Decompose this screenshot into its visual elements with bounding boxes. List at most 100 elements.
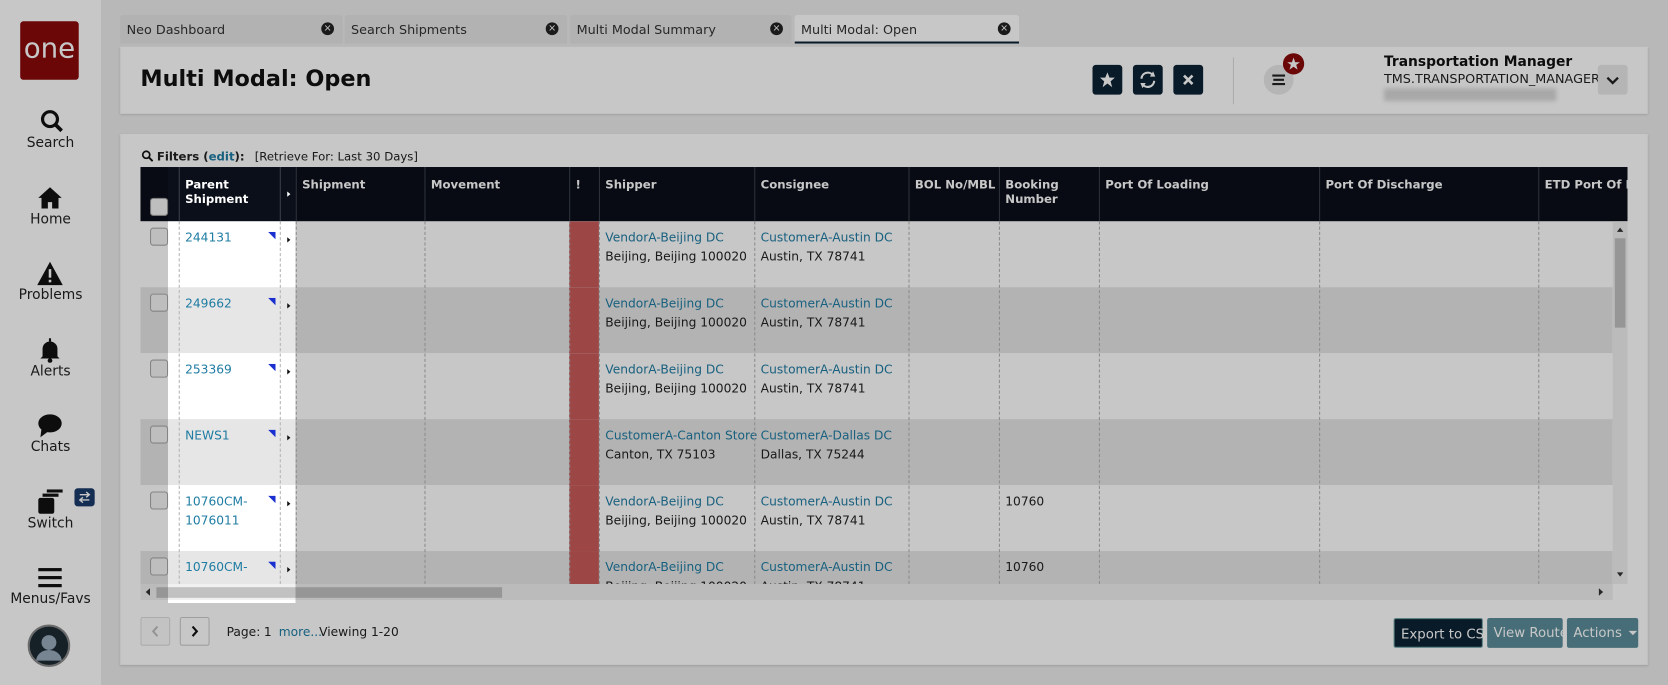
tab-label[interactable]: Multi Modal: Open — [801, 22, 918, 38]
expand-arrow[interactable] — [286, 491, 291, 507]
shipper-name[interactable]: VendorA-Beijing DC — [605, 361, 724, 377]
consignee-name[interactable]: CustomerA-Austin DC — [760, 229, 893, 245]
consignee-name[interactable]: CustomerA-Austin DC — [760, 361, 893, 377]
grid-row: NEWS1 CustomerA-Canton Store Canton, TX 75… — [140, 419, 1613, 486]
more-link[interactable]: more... — [278, 624, 323, 640]
header-checkbox[interactable] — [149, 197, 169, 216]
tab-label[interactable]: Search Shipments — [351, 22, 467, 38]
retrieve-for: [Retrieve For: Last 30 Days] — [254, 149, 418, 164]
grid-row: 10760CM-1076011 VendorA-Beijing DC Beijing… — [140, 485, 1613, 552]
parent-shipment-link[interactable]: 253369 — [185, 361, 232, 377]
action-button-label[interactable]: Actions — [1573, 624, 1622, 641]
row-checkbox[interactable] — [149, 425, 169, 444]
sidebar-label[interactable]: Alerts — [30, 363, 71, 380]
column-header[interactable]: Booking Number — [1005, 177, 1059, 207]
parent-shipment-link[interactable]: 249662 — [185, 295, 232, 311]
action-button[interactable]: View Route — [1487, 618, 1568, 648]
favorite-button[interactable] — [1092, 64, 1123, 95]
alert-cell — [569, 353, 599, 420]
shipper-name[interactable]: VendorA-Beijing DC — [605, 295, 724, 311]
cell-flag — [268, 421, 276, 438]
row-checkbox[interactable] — [149, 227, 169, 246]
logo[interactable]: one — [20, 21, 79, 80]
sidebar-label[interactable]: Chats — [30, 439, 71, 456]
column-header[interactable]: Parent Shipment — [185, 177, 249, 207]
action-button-label[interactable]: View Route — [1493, 624, 1568, 641]
tab-close[interactable]: × — [770, 22, 783, 36]
sidebar-icon[interactable] — [37, 109, 64, 135]
action-button[interactable]: Export to CSV — [1393, 618, 1493, 648]
expand-arrow[interactable] — [286, 360, 291, 375]
user-avatar[interactable] — [27, 624, 71, 667]
tab[interactable]: Neo Dashboard × — [120, 14, 343, 44]
parent-shipment-link[interactable]: 10760CM-1076011 — [185, 493, 248, 528]
parent-shipment-link[interactable]: NEWS1 — [185, 427, 230, 443]
viewing-range: Viewing 1-20 — [319, 624, 399, 640]
prev-page-button[interactable] — [140, 616, 171, 646]
tab-close[interactable]: × — [997, 22, 1011, 36]
column-header[interactable]: BOL No/MBL — [914, 177, 996, 192]
consignee-name[interactable]: CustomerA-Dallas DC — [760, 427, 892, 443]
sidebar-icon[interactable] — [37, 337, 63, 363]
row-checkbox[interactable] — [149, 293, 169, 312]
column-divider — [1538, 221, 1540, 585]
refresh-button[interactable] — [1132, 64, 1163, 95]
column-header[interactable]: ! — [575, 177, 581, 192]
tab-close[interactable]: × — [321, 22, 335, 36]
vertical-scrollbar[interactable] — [1612, 221, 1628, 585]
user-dropdown[interactable] — [1597, 64, 1628, 95]
consignee-name[interactable]: CustomerA-Austin DC — [760, 295, 893, 311]
shipper-name[interactable]: VendorA-Beijing DC — [605, 493, 724, 509]
expand-arrow[interactable] — [286, 557, 291, 573]
tab[interactable]: Search Shipments × — [344, 14, 567, 44]
column-header[interactable]: Shipment — [302, 177, 366, 192]
shipper-name[interactable]: VendorA-Beijing DC — [605, 229, 724, 245]
shipper-name[interactable]: CustomerA-Canton Store — [605, 427, 758, 443]
action-button[interactable]: Actions — [1566, 618, 1639, 648]
sidebar-label[interactable]: Menus/Favs — [10, 591, 91, 608]
sidebar-icon[interactable] — [37, 261, 63, 287]
column-header[interactable]: Port Of Discharge — [1325, 177, 1443, 192]
tab[interactable]: Multi Modal: Open × — [794, 14, 1020, 44]
sidebar-label[interactable]: Problems — [18, 287, 83, 304]
column-header[interactable]: Movement — [430, 177, 501, 192]
cell-flag — [268, 289, 276, 306]
sidebar-icon[interactable] — [37, 185, 63, 211]
sidebar-icon[interactable] — [37, 565, 63, 591]
shipper-name[interactable]: VendorA-Beijing DC — [605, 559, 724, 575]
grid-row: 253369 VendorA-Beijing DC Beijing, Beijing… — [140, 353, 1613, 420]
filters-edit[interactable]: edit — [208, 149, 235, 164]
tab[interactable]: Multi Modal Summary × — [570, 14, 792, 44]
sidebar-icon[interactable] — [37, 488, 63, 515]
shipper-address: Beijing, Beijing 100020 — [605, 380, 747, 396]
close-button[interactable] — [1173, 64, 1204, 95]
row-checkbox[interactable] — [149, 557, 169, 576]
sidebar-label[interactable]: Home — [30, 211, 71, 228]
expand-arrow[interactable] — [286, 294, 291, 309]
alert-cell — [569, 551, 599, 585]
parent-shipment-link[interactable]: 244131 — [185, 229, 232, 245]
column-header[interactable]: Consignee — [760, 177, 830, 192]
blurred-email — [1383, 88, 1557, 102]
row-checkbox[interactable] — [149, 491, 169, 510]
consignee-name[interactable]: CustomerA-Austin DC — [760, 493, 893, 509]
column-header[interactable]: ETD Port Of Loa — [1544, 177, 1628, 192]
expand-arrow[interactable] — [286, 426, 291, 441]
header-panel — [120, 46, 1648, 114]
action-button-label[interactable]: Export to CSV — [1400, 625, 1494, 642]
sidebar-label[interactable]: Switch — [27, 515, 74, 532]
tab-label[interactable]: Neo Dashboard — [126, 22, 226, 38]
horizontal-scrollbar[interactable] — [140, 584, 1613, 600]
column-header[interactable]: Port Of Loading — [1105, 177, 1209, 192]
tab-label[interactable]: Multi Modal Summary — [576, 22, 716, 38]
row-checkbox[interactable] — [149, 359, 169, 378]
expand-arrow[interactable] — [286, 228, 291, 243]
parent-shipment-link[interactable]: 10760CM- — [185, 559, 248, 575]
sidebar-label[interactable]: Search — [26, 135, 75, 152]
user-name: Transportation Manager — [1383, 54, 1573, 71]
sidebar-icon[interactable] — [37, 413, 63, 439]
tab-close[interactable]: × — [545, 22, 559, 36]
consignee-name[interactable]: CustomerA-Austin DC — [760, 559, 893, 575]
column-header[interactable]: Shipper — [605, 177, 657, 192]
next-page-button[interactable] — [179, 616, 210, 646]
